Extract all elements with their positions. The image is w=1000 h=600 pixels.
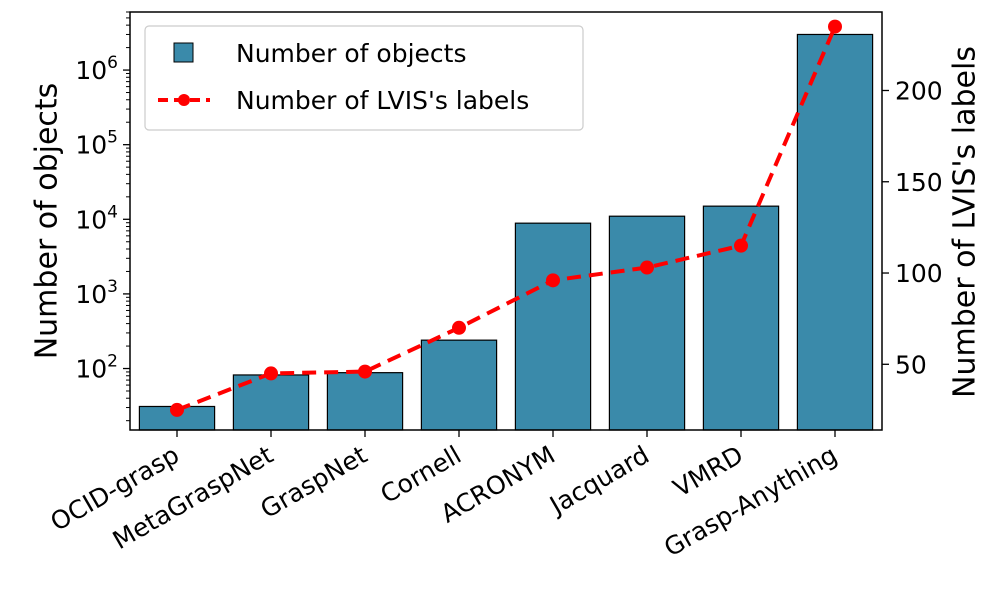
- point-cornell: [452, 320, 466, 335]
- point-ocid-grasp: [170, 402, 184, 417]
- right-axis-title: Number of LVIS's labels: [948, 46, 983, 398]
- left-tick-label: 103: [75, 277, 118, 309]
- legend-swatch-lvis-labels-marker: [178, 94, 190, 106]
- left-tick-label: 104: [75, 202, 118, 234]
- left-tick-label: 106: [75, 53, 118, 85]
- point-vmrd: [734, 238, 748, 253]
- point-graspnet: [358, 364, 372, 379]
- bar-graspnet: [326, 372, 404, 431]
- right-axis: 50 100 150 200: [882, 76, 943, 379]
- x-tick-label: GraspNet: [256, 440, 373, 524]
- left-axis-title: Number of objects: [30, 83, 65, 360]
- legend-label-number-of-objects: Number of objects: [236, 39, 466, 68]
- line-layer: [170, 19, 842, 417]
- point-metagraspnet: [264, 366, 278, 381]
- bar-cornell: [420, 339, 498, 431]
- right-tick-label: 50: [895, 350, 927, 379]
- legend-swatch-number-of-objects: [173, 42, 194, 63]
- x-tick-label: Grasp-Anything: [659, 440, 842, 562]
- right-tick-label: 200: [895, 76, 943, 105]
- left-tick-label: 105: [75, 128, 118, 160]
- bar-grasp-anything: [796, 33, 874, 431]
- right-tick-label: 100: [895, 259, 943, 288]
- bar-acronym: [514, 222, 592, 431]
- legend: Number of objects Number of LVIS's label…: [144, 25, 584, 131]
- x-tick-label: MetaGraspNet: [108, 440, 278, 555]
- right-tick-label: 150: [895, 168, 943, 197]
- point-jacquard: [640, 260, 654, 275]
- bars-layer: [138, 33, 874, 431]
- point-grasp-anything: [828, 19, 842, 34]
- plot-frame: [129, 11, 883, 431]
- point-acronym: [546, 273, 560, 288]
- lvis-labels-line: [176, 25, 837, 412]
- left-tick-label: 102: [75, 352, 118, 384]
- x-tick-label: Jacquard: [543, 440, 654, 521]
- legend-box: [144, 25, 584, 131]
- bar-jacquard: [608, 215, 686, 431]
- left-axis: 102 103 104 105 106: [75, 11, 130, 422]
- legend-label-lvis-labels: Number of LVIS's labels: [236, 86, 529, 115]
